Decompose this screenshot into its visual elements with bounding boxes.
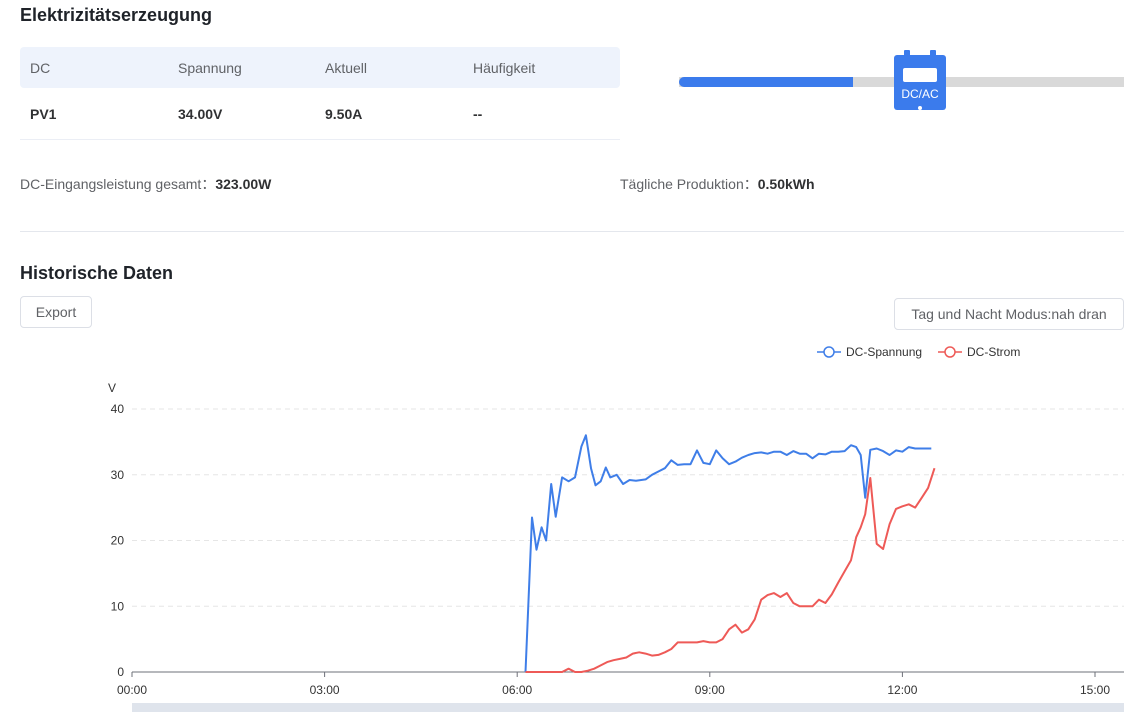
- x-tick-label: 12:00: [887, 683, 917, 697]
- summary-daily-production: Tägliche Produktion：0.50kWh: [620, 174, 815, 194]
- series-line-dc-spannung: [524, 434, 932, 673]
- inverter-ear-left: [904, 50, 910, 58]
- section-title-history: Historische Daten: [20, 263, 174, 283]
- cell-current: 9.50A: [325, 105, 363, 122]
- inverter-label: DC/AC: [901, 87, 939, 101]
- summary-daily-label: Tägliche Produktion：: [620, 176, 758, 192]
- chart-zoom-scrollbar[interactable]: [132, 703, 1124, 712]
- history-line-chart: 0 10 20 30 40 V 00:00 03:00 06:00 09:00 12:00 15:00…: [108, 345, 1124, 697]
- dc-table-header: DC Spannung Aktuell Häufigkeit: [20, 47, 620, 88]
- flow-fill: [679, 77, 853, 87]
- inverter-body: DC/AC: [894, 55, 946, 110]
- divider: [20, 231, 1124, 232]
- legend-marker: [823, 346, 835, 358]
- section-title-generation: Elektrizitätserzeugung: [20, 5, 213, 25]
- series-line-dc-strom: [525, 467, 936, 673]
- summary-dc-label: DC-Eingangsleistung gesamt：: [20, 176, 216, 192]
- y-axis-label: V: [108, 381, 116, 395]
- header-voltage: Spannung: [178, 59, 242, 76]
- header-frequency: Häufigkeit: [473, 59, 536, 76]
- header-dc: DC: [30, 59, 51, 76]
- y-tick-label: 20: [111, 534, 125, 548]
- y-tick-label: 40: [111, 402, 125, 416]
- y-tick-label: 10: [111, 599, 125, 613]
- header-current: Aktuell: [325, 59, 368, 76]
- x-tick-label: 15:00: [1080, 683, 1110, 697]
- dc-table: DC Spannung Aktuell Häufigkeit PV1 34.00…: [20, 47, 620, 140]
- inverter-led: [918, 106, 922, 110]
- day-night-mode-button[interactable]: Tag und Nacht Modus:nah dran: [894, 298, 1124, 330]
- x-tick-label: 03:00: [310, 683, 340, 697]
- summary-dc-input: DC-Eingangsleistung gesamt：323.00W: [20, 174, 271, 194]
- export-button[interactable]: Export: [20, 296, 92, 328]
- x-tick-label: 00:00: [117, 683, 147, 697]
- inverter-screen: [903, 68, 937, 82]
- table-row: PV1 34.00V 9.50A --: [20, 88, 620, 140]
- y-tick-label: 30: [111, 468, 125, 482]
- summary-daily-value: 0.50kWh: [757, 176, 815, 192]
- legend-label: DC-Spannung: [846, 345, 922, 359]
- legend-label: DC-Strom: [967, 345, 1020, 359]
- legend-marker: [944, 346, 956, 358]
- cell-frequency: --: [473, 105, 483, 122]
- x-tick-label: 09:00: [695, 683, 725, 697]
- inverter-icon: DC/AC: [894, 50, 946, 110]
- cell-voltage: 34.00V: [178, 105, 223, 122]
- x-tick-label: 06:00: [502, 683, 532, 697]
- y-tick-label: 0: [117, 665, 124, 679]
- cell-pv-name: PV1: [30, 105, 57, 122]
- inverter-ear-right: [930, 50, 936, 58]
- summary-dc-value: 323.00W: [215, 176, 272, 192]
